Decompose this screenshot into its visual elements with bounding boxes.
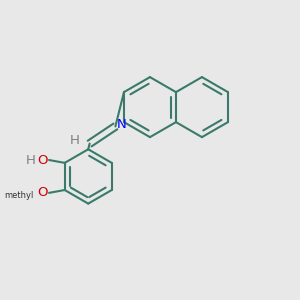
Text: O: O xyxy=(37,186,48,200)
Text: H: H xyxy=(70,134,80,147)
Text: methyl: methyl xyxy=(5,191,34,200)
Text: N: N xyxy=(117,118,127,131)
Text: O: O xyxy=(37,154,48,166)
Text: H: H xyxy=(26,154,35,166)
